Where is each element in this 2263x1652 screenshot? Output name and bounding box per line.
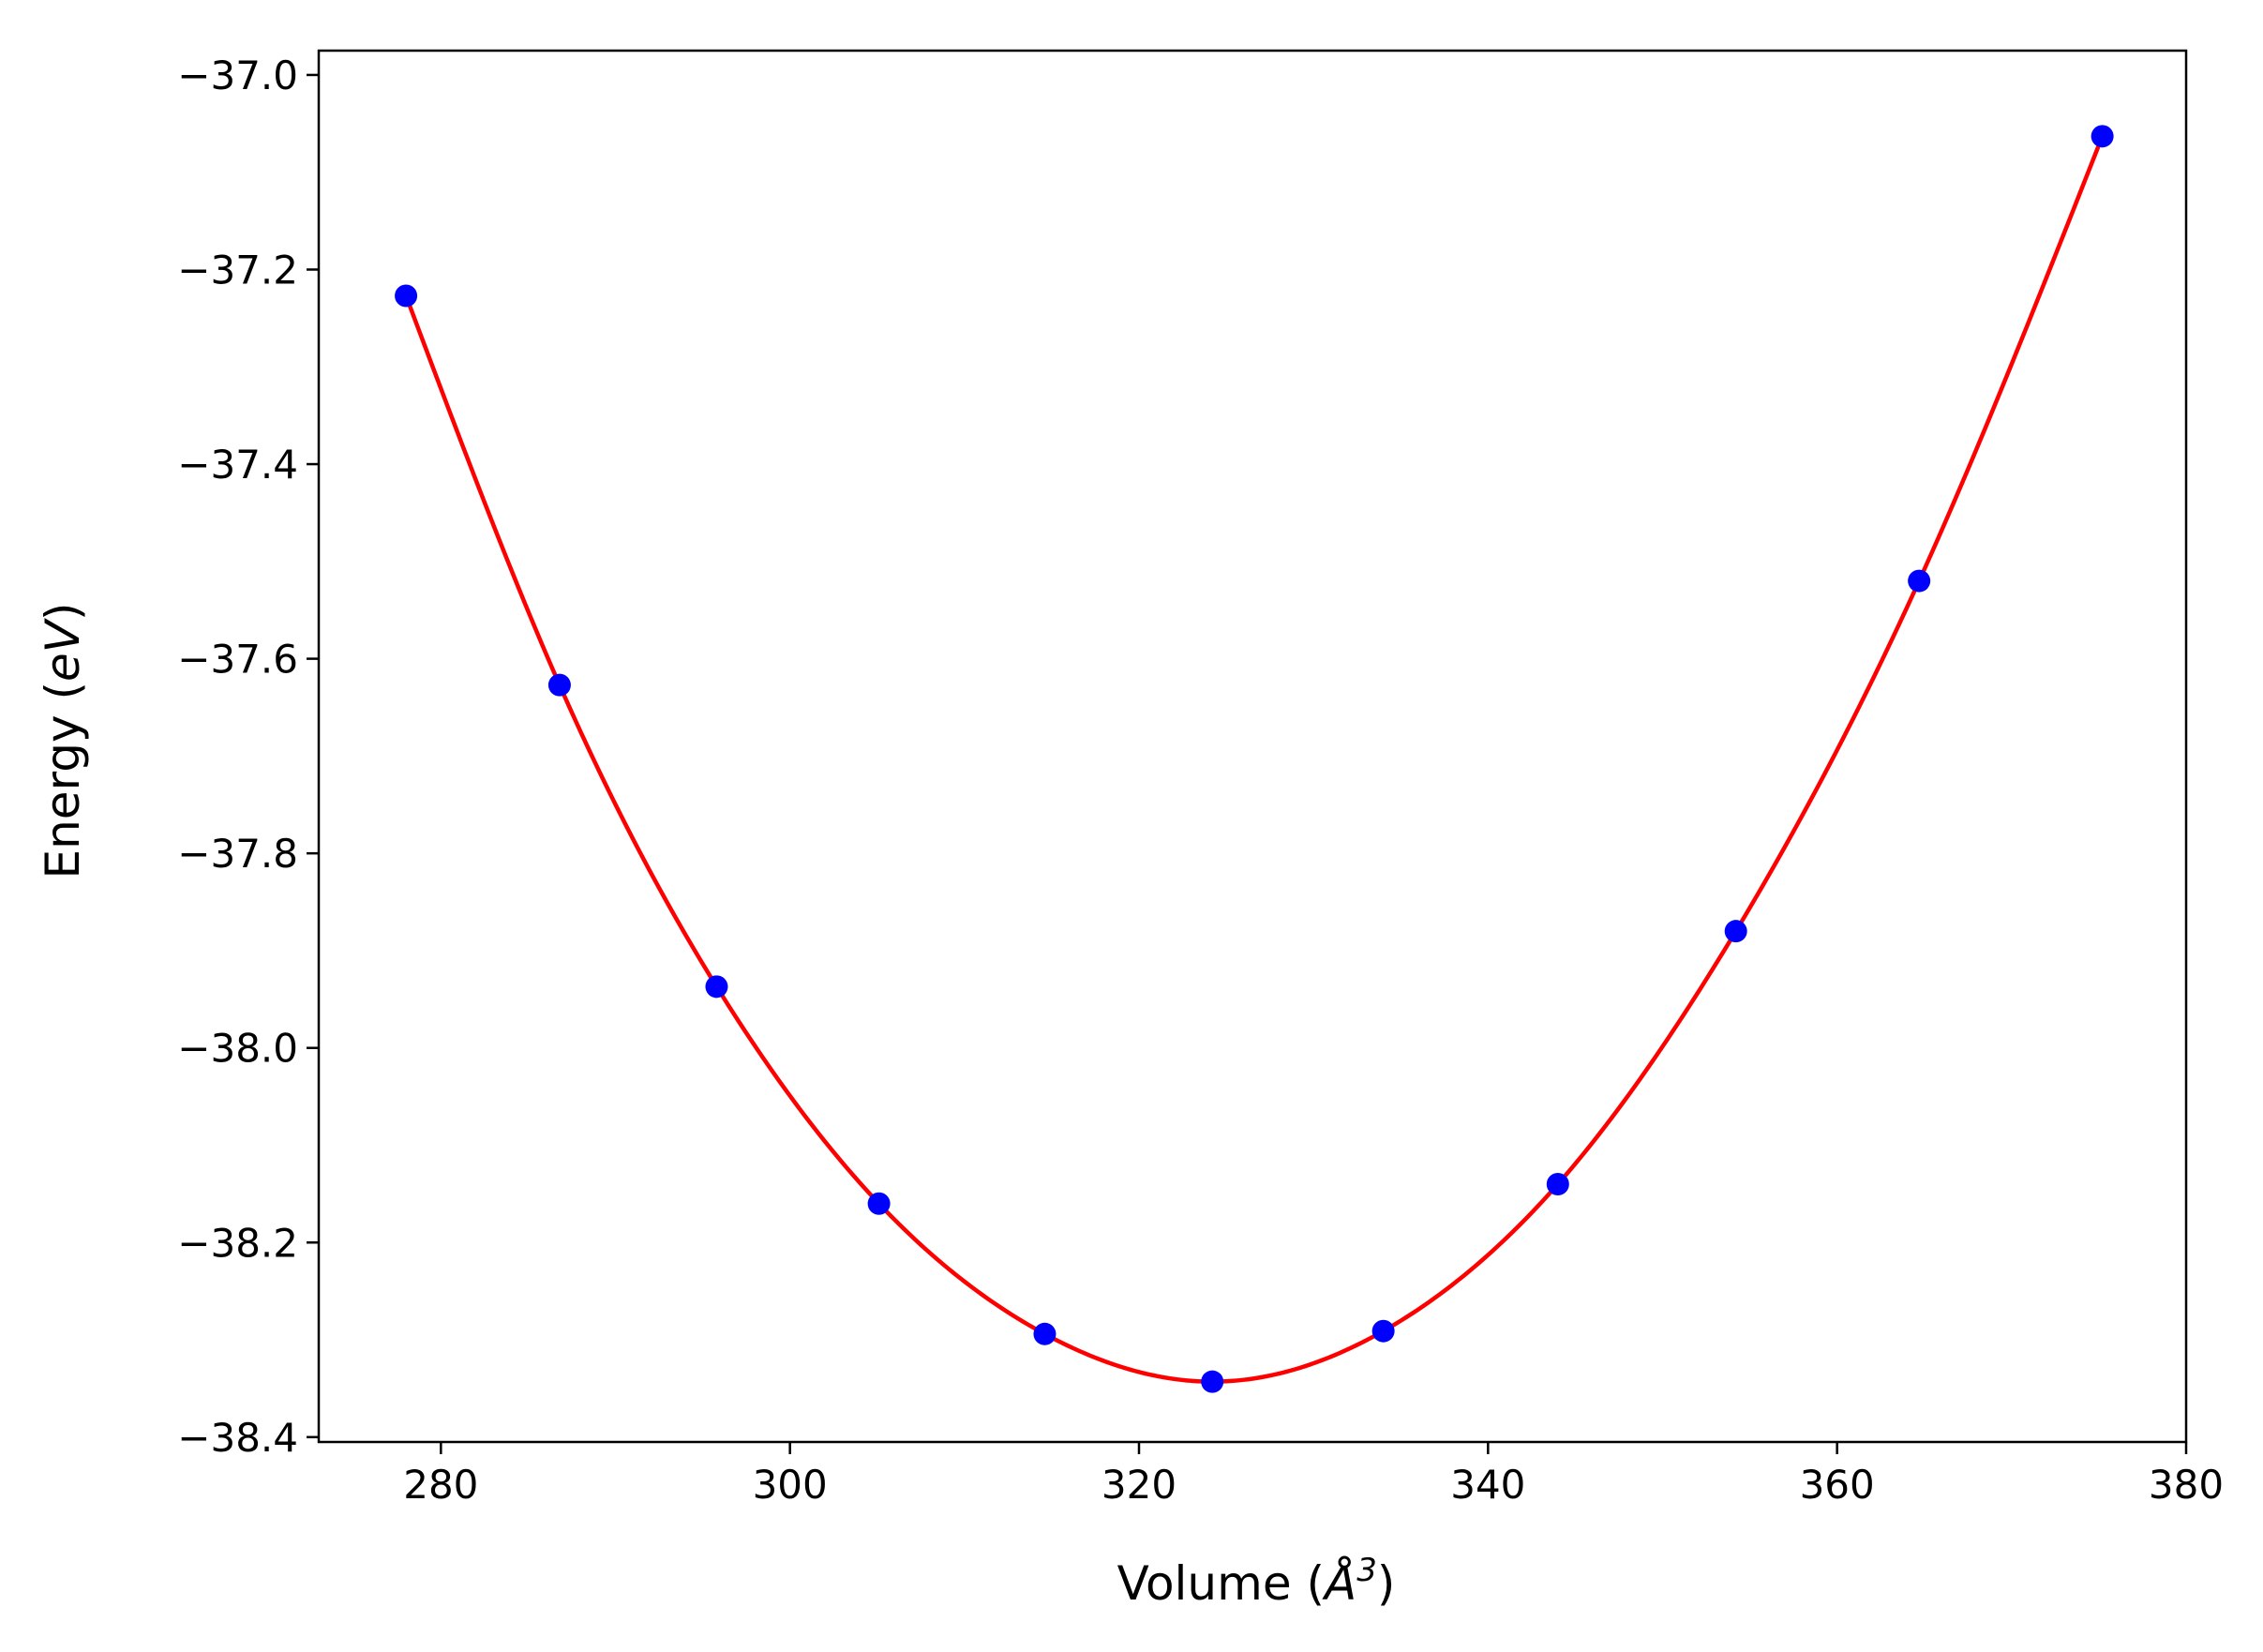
x-tick-label: 300 <box>753 1462 828 1508</box>
x-tick-label: 320 <box>1102 1462 1176 1508</box>
data-point <box>547 673 571 697</box>
data-point <box>705 975 728 999</box>
data-point <box>867 1192 891 1215</box>
y-tick-label: −38.4 <box>177 1415 298 1461</box>
fit-curve-line <box>403 135 2105 1384</box>
y-tick-label: −37.6 <box>177 637 298 683</box>
y-axis-label: Energy (eV) <box>36 603 90 879</box>
x-axis-label: Volume (Å3) <box>1117 1552 1396 1611</box>
data-point <box>1201 1370 1224 1393</box>
y-tick-label: −37.4 <box>177 442 298 488</box>
plot-frame <box>317 49 2188 1444</box>
data-point <box>2091 125 2114 148</box>
data-point <box>1908 569 1931 593</box>
plot-layer <box>395 125 2114 1393</box>
y-tick-label: −38.0 <box>177 1026 298 1072</box>
data-point <box>1371 1319 1395 1343</box>
data-point <box>1033 1322 1057 1345</box>
data-point <box>1724 920 1747 943</box>
data-point <box>395 284 418 308</box>
y-tick-label: −38.2 <box>177 1220 298 1266</box>
x-tick-label: 360 <box>1800 1462 1875 1508</box>
x-tick-label: 380 <box>2149 1462 2224 1508</box>
y-tick-label: −37.0 <box>177 53 298 98</box>
y-axis-ticks: −37.0 −37.2 −37.4 −37.6 −37.8 −38.0 −38.2 −38.4 <box>177 53 319 1461</box>
data-point <box>1546 1172 1569 1195</box>
y-tick-label: −37.8 <box>177 831 298 877</box>
y-tick-label: −37.2 <box>177 247 298 293</box>
x-axis-ticks: 280 300 320 340 360 380 <box>403 1442 2224 1508</box>
x-tick-label: 340 <box>1450 1462 1525 1508</box>
x-tick-label: 280 <box>403 1462 478 1508</box>
